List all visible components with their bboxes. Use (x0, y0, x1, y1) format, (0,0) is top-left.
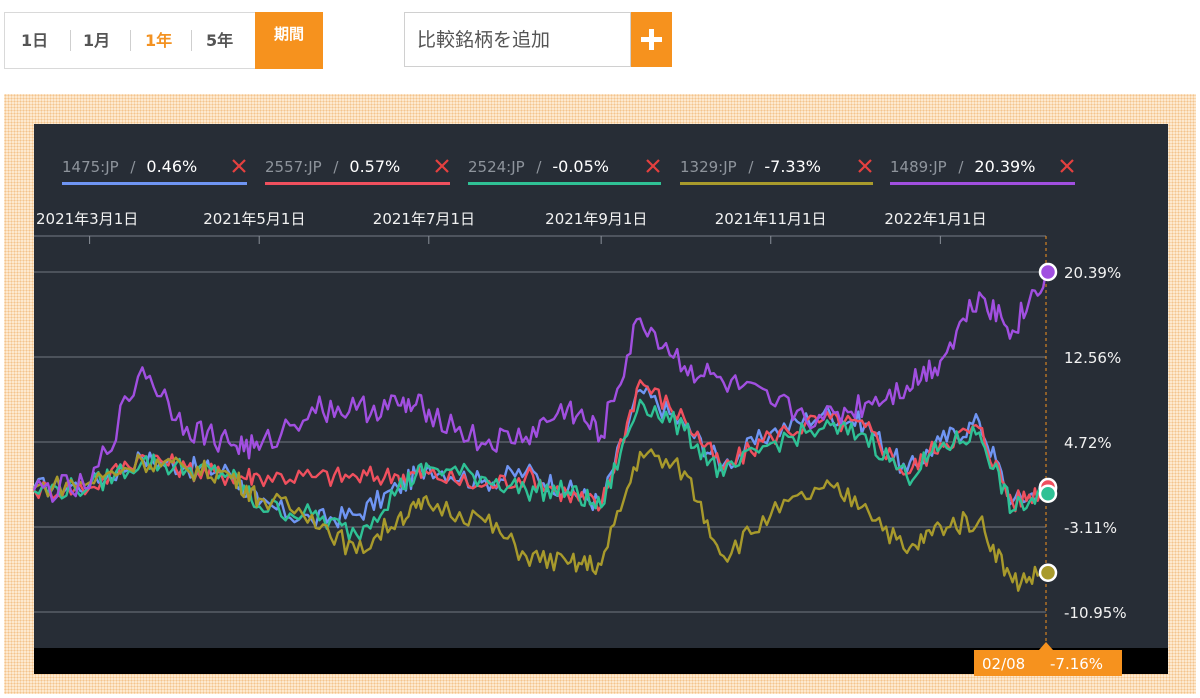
legend-color-bar (265, 182, 450, 185)
remove-series-icon[interactable] (646, 159, 660, 173)
cursor-pointer (1039, 642, 1053, 650)
range-tabs: 1日 1月 1年 5年 期間 (4, 12, 323, 69)
range-tab-1y[interactable]: 1年 (145, 31, 173, 50)
tab-divider (130, 30, 131, 51)
y-tick-label: 12.56% (1064, 349, 1121, 367)
series-endpoint-1489-JP (1038, 262, 1058, 282)
plus-icon-stem (649, 29, 654, 50)
series-endpoint-2524-JP (1038, 484, 1058, 503)
legend-separator: / (536, 158, 542, 176)
legend-separator: / (748, 158, 754, 176)
legend-series-value: 20.39% (974, 157, 1035, 176)
legend-series-name: 1329:JP (680, 158, 737, 176)
add-compare-button[interactable] (631, 12, 672, 67)
x-tick-label: 2022年1月1日 (884, 210, 986, 228)
remove-series-icon[interactable] (232, 159, 246, 173)
x-tick-label: 2021年5月1日 (203, 210, 305, 228)
legend-separator: / (958, 158, 964, 176)
y-tick-label: -10.95% (1064, 604, 1127, 622)
y-tick-label: -3.11% (1064, 519, 1117, 537)
x-tick-label: 2021年7月1日 (373, 210, 475, 228)
legend-color-bar (890, 182, 1075, 185)
remove-series-icon[interactable] (1060, 159, 1074, 173)
x-tick-label: 2021年11月1日 (715, 210, 827, 228)
remove-series-icon[interactable] (858, 159, 872, 173)
remove-series-icon-stroke (858, 159, 872, 173)
remove-series-icon-stroke (1060, 159, 1074, 173)
y-tick-label: 4.72% (1064, 434, 1112, 452)
y-tick-label: 20.39% (1064, 264, 1121, 282)
legend-series-name: 2557:JP (265, 158, 322, 176)
legend-series-name: 2524:JP (468, 158, 525, 176)
period-button[interactable]: 期間 (255, 12, 323, 69)
legend-series-value: -0.05% (552, 157, 609, 176)
remove-series-icon-stroke (646, 159, 660, 173)
legend-series-name: 1475:JP (62, 158, 119, 176)
remove-series-icon[interactable] (435, 159, 449, 173)
tab-divider (191, 30, 192, 51)
cursor-date-label: 02/08 (982, 655, 1025, 673)
legend-color-bar (62, 182, 247, 185)
x-tick-label: 2021年9月1日 (545, 210, 647, 228)
range-tab-1m[interactable]: 1月 (83, 31, 111, 50)
legend-series-value: 0.57% (349, 157, 400, 176)
cursor-tooltip (974, 650, 1122, 676)
remove-series-icon-stroke (435, 159, 449, 173)
tab-divider (70, 30, 71, 51)
legend-separator: / (130, 158, 136, 176)
range-tab-1d[interactable]: 1日 (21, 31, 49, 50)
series-endpoint-1329-JP (1038, 563, 1058, 582)
range-tab-5y[interactable]: 5年 (206, 31, 234, 50)
legend-series-name: 1489:JP (890, 158, 947, 176)
series-line-1329-JP (33, 448, 1048, 592)
series-line-1475-JP (32, 385, 1047, 529)
series-line-1489-JP (32, 271, 1048, 503)
cursor-value-label: -7.16% (1050, 655, 1103, 673)
compare-search-box (404, 12, 631, 67)
compare-symbol-input[interactable] (405, 13, 625, 66)
legend-color-bar (468, 182, 661, 185)
legend-separator: / (333, 158, 339, 176)
remove-series-icon-stroke (232, 159, 246, 173)
legend-color-bar (680, 182, 873, 185)
legend-series-value: -7.33% (764, 157, 821, 176)
legend-series-value: 0.46% (146, 157, 197, 176)
x-tick-label: 2021年3月1日 (36, 210, 138, 228)
